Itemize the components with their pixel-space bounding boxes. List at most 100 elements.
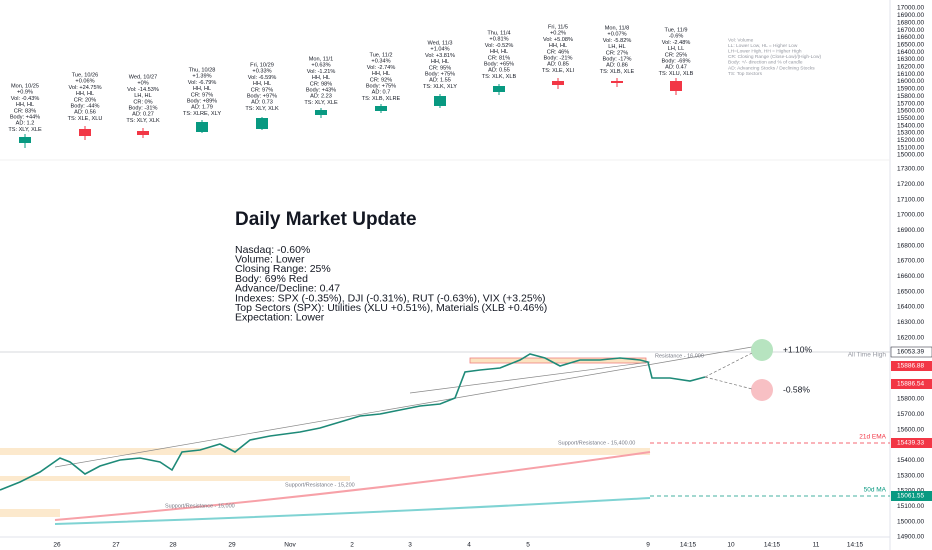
- note-line: CR: 97%: [251, 87, 273, 93]
- note-line: Vol: -6.79%: [188, 80, 217, 86]
- note-line: Vol: -2.48%: [662, 40, 691, 46]
- upper-tick: 16900.00: [897, 12, 924, 19]
- price-badge-label: 15061.55: [897, 493, 924, 500]
- note-line: CR: 98%: [310, 81, 332, 87]
- trend-line: [409, 361, 651, 394]
- note-line: HH, HL: [372, 71, 390, 77]
- note-line: Vol: -2.74%: [367, 65, 396, 71]
- legend-line: LL: Lower Low, HL = Higher Low: [728, 43, 798, 49]
- level-label: Resistance - 16,000: [655, 353, 704, 359]
- x-tick-label: 14:15: [680, 542, 697, 549]
- x-tick-label: 28: [169, 542, 177, 549]
- lower-tick: 16400.00: [897, 304, 924, 311]
- x-tick-label: 27: [112, 542, 120, 549]
- x-tick-label: 14:15: [764, 542, 781, 549]
- upper-tick: 16700.00: [897, 27, 924, 34]
- upper-tick: 15300.00: [897, 130, 924, 137]
- upper-tick: 16800.00: [897, 19, 924, 26]
- lower-tick: 16700.00: [897, 258, 924, 265]
- note-line: +0.34%: [371, 59, 390, 65]
- note-line: TS: XLB, XLE: [600, 69, 635, 75]
- note-line: +0.81%: [489, 37, 508, 43]
- note-line: CR: 25%: [665, 52, 687, 58]
- line-label: All Time High: [848, 352, 887, 359]
- note-line: LH, LL: [668, 46, 684, 52]
- note-line: LH, HL: [134, 93, 151, 99]
- note-line: Body: +97%: [247, 93, 277, 99]
- note-line: Vol: -5.82%: [603, 38, 632, 44]
- note-line: AD: 1.55: [429, 78, 451, 84]
- upper-tick: 16300.00: [897, 56, 924, 63]
- price-badge-label: 16053.39: [897, 349, 924, 356]
- projection: [704, 352, 753, 378]
- upper-tick: 16600.00: [897, 34, 924, 41]
- note-line: AD: 0.86: [606, 63, 628, 69]
- x-tick-label: 2: [350, 542, 354, 549]
- upper-tick: 17000.00: [897, 5, 924, 12]
- note-date: Fri, 11/5: [548, 24, 568, 30]
- note-date: Tue, 11/9: [664, 27, 687, 33]
- lower-tick: 17100.00: [897, 196, 924, 203]
- projection: [704, 376, 753, 390]
- note-line: HH, HL: [253, 81, 271, 87]
- target-down: [751, 379, 773, 401]
- note-date: Tue, 11/2: [369, 52, 392, 58]
- lower-tick: 17200.00: [897, 181, 924, 188]
- note-line: +0%: [137, 81, 148, 87]
- resistance-band: [469, 357, 647, 364]
- note-line: TS: XLB, XLRE: [362, 96, 401, 102]
- lower-tick: 16200.00: [897, 334, 924, 341]
- update-line: Volume: Lower: [235, 253, 305, 265]
- note-line: AD: 2.23: [310, 94, 332, 100]
- lower-tick: 16800.00: [897, 242, 924, 249]
- note-line: CR: 0%: [133, 99, 152, 105]
- x-tick-label: 3: [408, 542, 412, 549]
- ma-50: [54, 497, 651, 525]
- note-line: LH, HL: [608, 44, 625, 50]
- x-tick-label: 9: [646, 542, 650, 549]
- note-line: -0.6%: [669, 34, 684, 40]
- note-line: Body: +89%: [187, 98, 217, 104]
- legend-line: LH=Lower High, HH = Higher High: [728, 48, 802, 54]
- note-date: Thu, 11/4: [487, 30, 510, 36]
- upper-tick: 15500.00: [897, 115, 924, 122]
- update-line: Body: 69% Red: [235, 273, 308, 285]
- daily-candles: [19, 78, 682, 148]
- note-line: HH, HL: [193, 86, 211, 92]
- price-badge-label: 15886.54: [897, 381, 924, 388]
- note-line: TS: XLK, XLY: [423, 84, 457, 90]
- note-line: TS: XLRE, XLY: [183, 111, 221, 117]
- note-line: HH, HL: [76, 91, 94, 97]
- upper-tick: 15400.00: [897, 122, 924, 129]
- x-tick-label: 29: [228, 542, 236, 549]
- note-line: AD: 0.7: [372, 90, 391, 96]
- note-line: AD: 0.47: [665, 65, 687, 71]
- x-tick-label: 26: [53, 542, 61, 549]
- lower-tick: 16600.00: [897, 273, 924, 280]
- note-line: Vol: +24.75%: [68, 85, 101, 91]
- trend-line: [54, 346, 753, 468]
- note-line: Vol: +5.08%: [543, 37, 573, 43]
- upper-tick: 15000.00: [897, 152, 924, 159]
- note-date: Mon, 11/8: [605, 25, 629, 31]
- note-line: Body: +44%: [10, 114, 40, 120]
- lower-tick: 17300.00: [897, 166, 924, 173]
- note-line: AD: 1.79: [191, 105, 213, 111]
- upper-tick: 16400.00: [897, 49, 924, 56]
- note-line: AD: 0.85: [547, 62, 569, 68]
- note-line: CR: 95%: [429, 65, 451, 71]
- note-line: Body: +75%: [366, 83, 396, 89]
- note-line: CR: 92%: [370, 77, 392, 83]
- x-tick-label: 11: [813, 542, 820, 549]
- note-line: Body: -69%: [662, 58, 691, 64]
- note-line: TS: XLE, XLU: [68, 116, 103, 122]
- upper-tick: 15200.00: [897, 137, 924, 144]
- price-badge: [891, 438, 932, 448]
- legend-line: Vol: Volume: [728, 37, 754, 43]
- note-line: Body: +75%: [425, 71, 455, 77]
- target-label: -0.58%: [783, 384, 810, 394]
- lower-tick: 16900.00: [897, 227, 924, 234]
- price-badge: [890, 346, 932, 358]
- upper-tick: 16000.00: [897, 78, 924, 85]
- note-line: +0.9%: [17, 90, 33, 96]
